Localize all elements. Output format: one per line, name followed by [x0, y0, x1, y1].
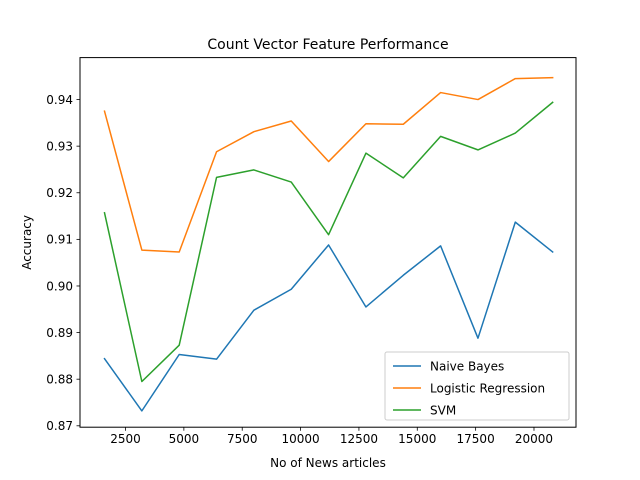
x-tick-label: 15000: [398, 432, 436, 446]
x-tick-label: 12500: [340, 432, 378, 446]
y-tick-label: 0.87: [46, 419, 73, 433]
series-line-logistic-regression: [103, 76, 554, 253]
y-tick-label: 0.92: [46, 186, 73, 200]
legend-box: [384, 351, 570, 421]
x-tick-label: 5000: [169, 432, 200, 446]
x-tick-label: 10000: [281, 432, 319, 446]
y-tick-label: 0.93: [46, 139, 73, 153]
y-axis-label: Accuracy: [20, 215, 34, 270]
y-tick-label: 0.90: [46, 279, 73, 293]
series-line-svm: [103, 101, 554, 383]
chart-title: Count Vector Feature Performance: [207, 37, 448, 53]
x-tick-label: 17500: [457, 432, 495, 446]
axes-frame: [79, 57, 577, 428]
y-tick-label: 0.88: [46, 372, 73, 386]
y-axis: 0.87 0.88 0.89 0.90 0.91 0.92 0.93 0.94: [46, 93, 80, 433]
y-tick-label: 0.91: [46, 233, 73, 247]
x-tick-label: 20000: [515, 432, 553, 446]
x-tick-label: 2500: [110, 432, 141, 446]
y-tick-label: 0.94: [46, 93, 73, 107]
legend: Naive Bayes Logistic Regression SVM: [384, 351, 570, 421]
x-tick-label: 7500: [227, 432, 258, 446]
legend-label: SVM: [430, 403, 456, 417]
x-axis-label: No of News articles: [270, 456, 386, 470]
legend-label: Logistic Regression: [430, 381, 545, 395]
series-layer: [103, 76, 554, 412]
series-line-naive-bayes: [103, 221, 554, 412]
legend-label: Naive Bayes: [430, 359, 504, 373]
y-tick-label: 0.89: [46, 326, 73, 340]
x-axis: 2500 5000 7500 10000 12500 15000 17500 20000: [110, 427, 553, 446]
